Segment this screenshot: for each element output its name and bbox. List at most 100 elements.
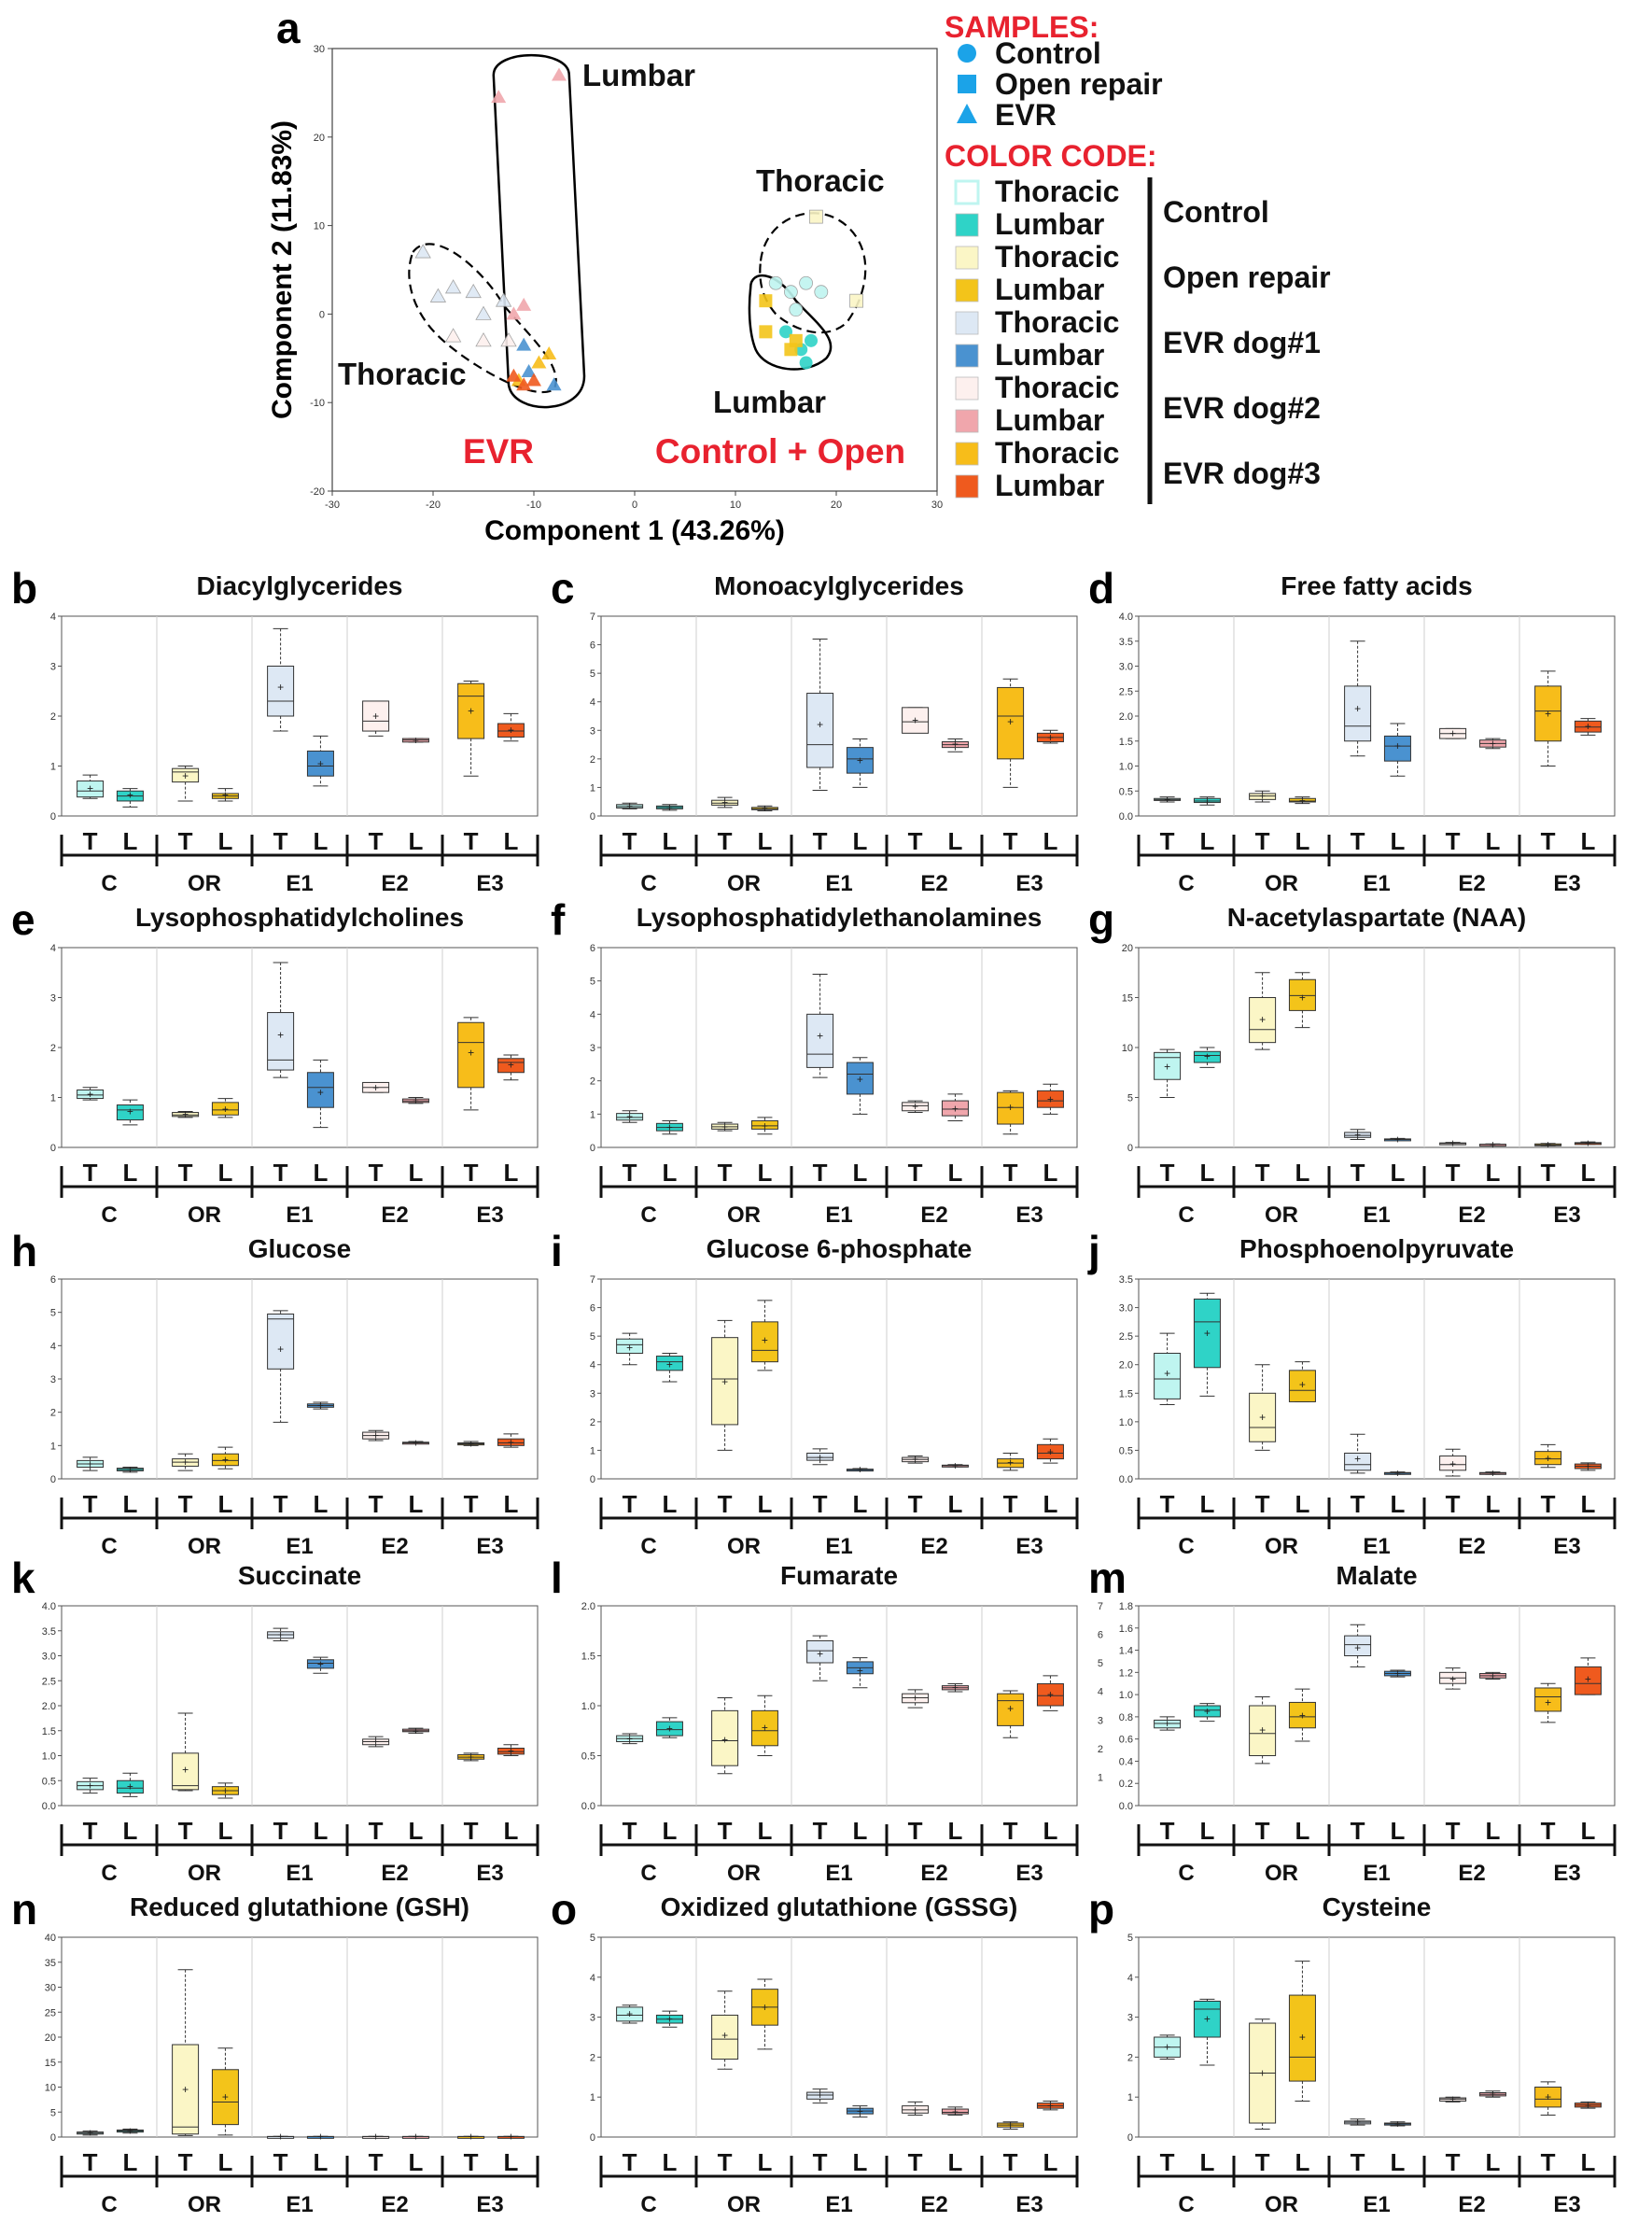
y-tick-label: 1: [590, 1445, 595, 1456]
data-point-triangle: [495, 292, 512, 307]
box-mean-marker: +: [372, 1081, 379, 1094]
box-mean-marker: +: [666, 1723, 673, 1736]
category-sub-label: T: [623, 1817, 637, 1845]
box-iqr: [1288, 978, 1316, 1011]
category-sub-label: T: [623, 827, 637, 855]
category-sub-label: L: [1390, 827, 1405, 855]
panel-letter: g: [1088, 895, 1114, 944]
box-mean-marker: +: [912, 1100, 918, 1113]
panel-title: Malate: [1336, 1561, 1417, 1590]
category-sub-label: T: [718, 1490, 733, 1518]
box-mean-marker: +: [1047, 2100, 1054, 2113]
box-mean-marker: +: [182, 2083, 189, 2096]
secondary-y-tick-label: 6: [1098, 1630, 1103, 1641]
data-point-triangle: [526, 373, 541, 387]
category-group-label: C: [101, 871, 117, 896]
category-sub-label: T: [273, 1490, 288, 1518]
label-group-control-open: Control + Open: [655, 432, 905, 471]
category-group-label: E3: [1553, 1534, 1580, 1559]
category-sub-label: T: [369, 827, 384, 855]
box-iqr: [1249, 997, 1277, 1044]
category-group-label: E3: [1553, 1202, 1580, 1228]
box-mean-marker: +: [857, 1463, 863, 1476]
category-group-label: OR: [727, 2192, 761, 2217]
category-sub-label: T: [83, 1817, 98, 1845]
plot-frame: [61, 1605, 539, 1807]
box-iqr: [77, 781, 105, 798]
category-sub-label: T: [813, 1159, 828, 1187]
box-mean-marker: +: [1164, 2041, 1170, 2054]
box-mean-marker: +: [182, 769, 189, 782]
box-mean-marker: +: [952, 1102, 959, 1115]
y-tick-label: 3.5: [1119, 637, 1133, 648]
panel-letter: c: [551, 564, 575, 612]
category-sub-label: T: [1160, 1490, 1175, 1518]
box-mean-marker: +: [857, 753, 863, 766]
box-mean-marker: +: [222, 2090, 229, 2103]
box-iqr: [711, 1709, 739, 1766]
boxplot-panel: o Oxidized glutathione (GSSG) 0 1 2 3 4 5 + + + + + +…: [551, 1885, 1079, 2217]
legend-item-label: Thoracic: [995, 371, 1119, 404]
legend-item-label: Lumbar: [995, 338, 1104, 372]
category-sub-label: T: [1446, 2148, 1461, 2176]
y-tick-label: 2.5: [1119, 1331, 1133, 1343]
box-mean-marker: +: [721, 1120, 728, 1133]
box-mean-marker: +: [1585, 1460, 1591, 1473]
box-mean-marker: +: [952, 738, 959, 751]
box-mean-marker: +: [817, 1647, 823, 1660]
box-iqr: [616, 1338, 644, 1354]
box-mean-marker: +: [1047, 1445, 1054, 1458]
data-point-triangle: [541, 346, 557, 360]
category-group-label: OR: [727, 1202, 761, 1228]
boxplot-panel: g N-acetylaspartate (NAA) 0 5 10 15 20 + + + + + + + +…: [1088, 895, 1617, 1228]
category-sub-label: T: [273, 1159, 288, 1187]
box-mean-marker: +: [468, 1751, 474, 1764]
y-tick-label: 2: [590, 1076, 595, 1088]
legend-samples-title: SAMPLES:: [945, 10, 1099, 44]
y-tick-label: 6: [590, 640, 595, 652]
category-group-label: E3: [1015, 1534, 1043, 1559]
box-mean-marker: +: [1394, 2117, 1401, 2131]
y-tick-label: 0: [1127, 2132, 1133, 2144]
y-tick-label: 0.5: [42, 1776, 56, 1787]
box-iqr: [267, 1313, 295, 1370]
box-iqr: [1534, 1451, 1562, 1466]
category-group-label: C: [101, 1202, 117, 1228]
y-tick-label: 5: [590, 1331, 595, 1343]
y-tick-label: 2: [590, 2052, 595, 2063]
category-sub-label: T: [1003, 2148, 1018, 2176]
panel-letter: f: [551, 895, 566, 944]
data-point-square: [759, 294, 773, 308]
box-mean-marker: +: [1164, 1060, 1170, 1073]
box-iqr: [457, 682, 485, 739]
data-point-triangle: [475, 332, 492, 347]
y-tick-label: 0.4: [1119, 1756, 1133, 1767]
box-mean-marker: +: [1449, 1457, 1456, 1470]
data-point-triangle: [546, 377, 562, 391]
box-mean-marker: +: [1354, 2116, 1361, 2129]
category-sub-label: L: [1390, 2148, 1405, 2176]
category-group-label: C: [640, 2192, 656, 2217]
category-group-label: E1: [286, 1202, 313, 1228]
legend-color-title: COLOR CODE:: [945, 139, 1157, 173]
box-mean-marker: +: [1585, 720, 1591, 733]
category-sub-label: L: [1043, 2148, 1057, 2176]
panel-title: Monoacylglycerides: [714, 571, 964, 600]
category-group-label: C: [1178, 2192, 1194, 2217]
category-sub-label: L: [217, 1490, 232, 1518]
category-sub-label: L: [408, 2148, 423, 2176]
category-sub-label: T: [369, 1159, 384, 1187]
box-iqr: [846, 1062, 874, 1095]
y-tick-label: 2.0: [42, 1701, 56, 1712]
category-sub-label: L: [947, 1490, 962, 1518]
box-mean-marker: +: [952, 1681, 959, 1695]
category-group-label: E1: [286, 1861, 313, 1886]
box-mean-marker: +: [1449, 1137, 1456, 1150]
category-sub-label: T: [1541, 1159, 1556, 1187]
y-tick-label: 4: [1127, 1973, 1133, 1984]
y-tick-label: 1.5: [581, 1652, 595, 1663]
box-mean-marker: +: [413, 1094, 419, 1107]
box-mean-marker: +: [666, 2012, 673, 2025]
